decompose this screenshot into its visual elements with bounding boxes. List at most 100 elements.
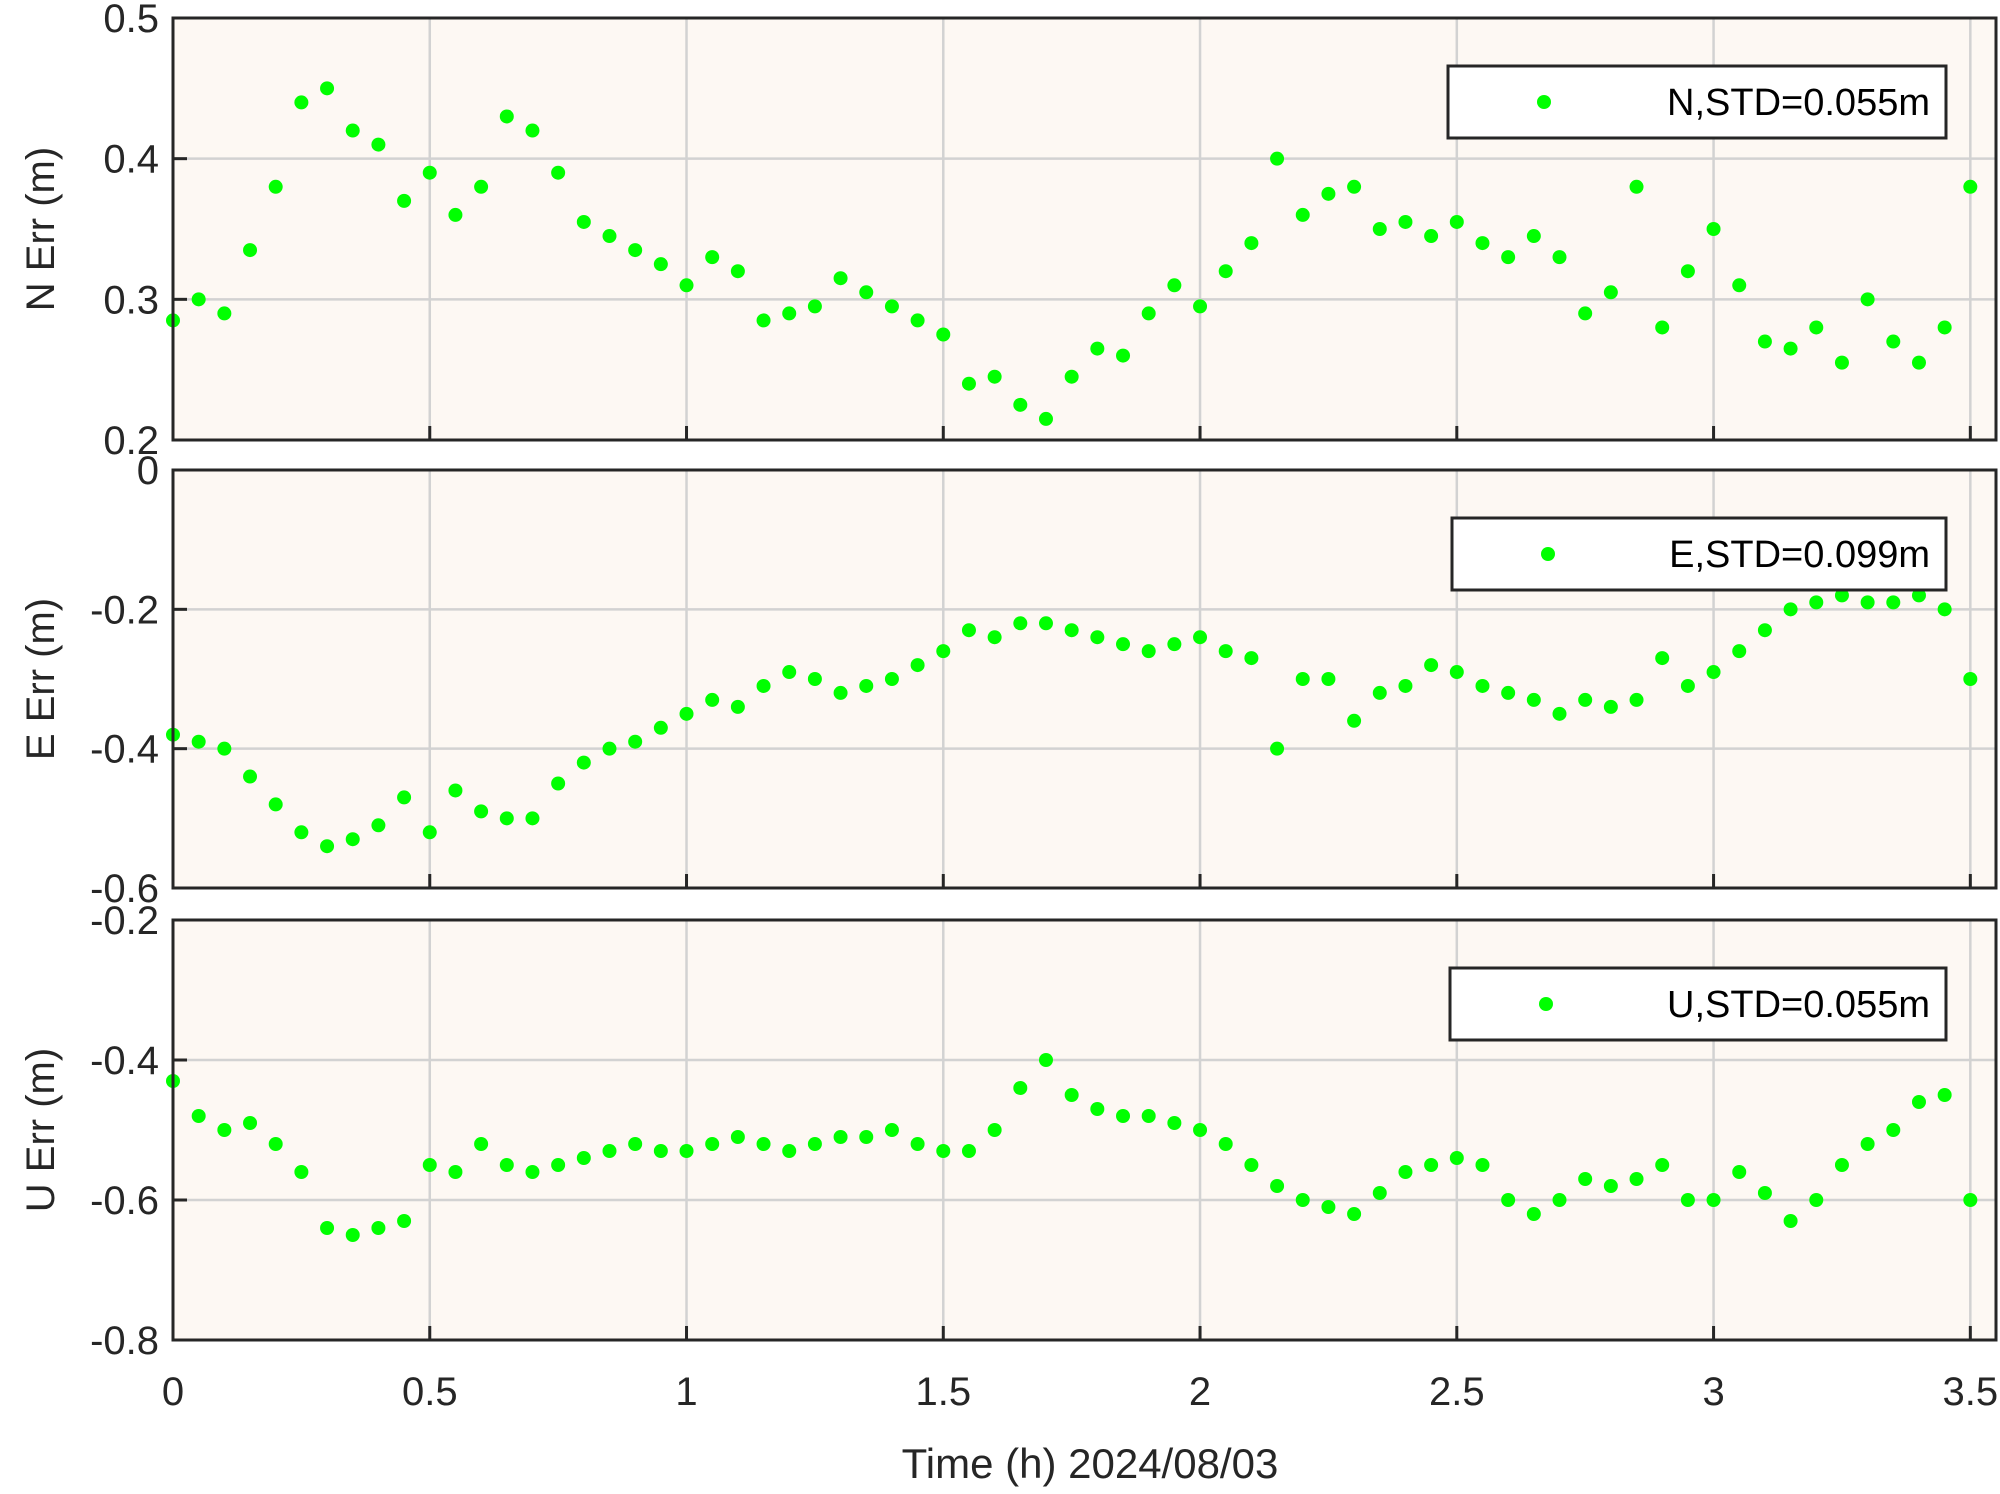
data-point-up-45 <box>1321 1200 1336 1214</box>
data-point-east-31 <box>961 623 976 638</box>
data-point-east-27 <box>859 678 874 693</box>
data-point-north-39 <box>1167 278 1182 293</box>
x-tick-label-5: 2.5 <box>1429 1370 1485 1414</box>
data-point-north-60 <box>1706 222 1721 236</box>
data-point-east-17 <box>602 741 617 756</box>
data-point-east-8 <box>371 818 386 833</box>
data-point-east-22 <box>730 699 745 714</box>
data-point-north-18 <box>628 243 643 258</box>
data-point-north-58 <box>1655 320 1670 335</box>
data-point-up-48 <box>1398 1165 1413 1179</box>
data-point-east-11 <box>448 783 463 798</box>
data-point-north-24 <box>782 306 797 321</box>
data-point-north-64 <box>1809 320 1824 335</box>
data-point-up-17 <box>602 1144 617 1158</box>
legend-marker-east <box>1541 547 1555 561</box>
data-point-up-10 <box>422 1158 437 1172</box>
data-point-east-33 <box>1013 616 1028 631</box>
data-point-up-31 <box>961 1144 976 1158</box>
data-point-north-42 <box>1244 236 1259 251</box>
legend-box-east <box>1450 516 1948 592</box>
data-point-up-7 <box>345 1228 360 1242</box>
data-point-north-57 <box>1629 179 1644 194</box>
data-point-north-22 <box>730 264 745 279</box>
data-point-east-12 <box>474 804 489 819</box>
data-point-up-53 <box>1526 1207 1541 1221</box>
data-point-up-64 <box>1809 1193 1824 1207</box>
x-tick-label-0: 0 <box>162 1370 184 1414</box>
data-point-up-14 <box>525 1165 540 1179</box>
y-tick-label-east-3: 0 <box>137 449 159 493</box>
legend-east: E,STD=0.099m <box>1450 516 1948 592</box>
data-point-north-28 <box>884 299 899 314</box>
data-point-north-36 <box>1090 341 1105 356</box>
data-point-up-13 <box>499 1158 514 1172</box>
data-point-east-48 <box>1398 678 1413 693</box>
data-point-north-21 <box>705 250 720 265</box>
data-point-north-11 <box>448 207 463 222</box>
legend-box-up <box>1448 966 1948 1042</box>
y-tick-label-north-0: 0.2 <box>103 419 159 463</box>
data-point-east-40 <box>1193 630 1208 645</box>
data-point-north-70 <box>1963 179 1978 194</box>
data-point-north-47 <box>1372 222 1387 236</box>
data-point-north-2 <box>217 306 232 321</box>
data-point-east-7 <box>345 832 360 847</box>
data-point-north-20 <box>679 278 694 293</box>
data-point-east-64 <box>1809 595 1824 610</box>
data-point-up-16 <box>576 1151 591 1165</box>
y-tick-labels-north: 0.2 0.3 0.4 0.5 <box>103 0 159 463</box>
axes-frame-east <box>171 468 1998 890</box>
data-point-north-25 <box>807 299 822 314</box>
data-point-east-6 <box>320 839 335 854</box>
data-point-east-37 <box>1116 637 1131 652</box>
data-point-north-46 <box>1347 179 1362 194</box>
x-tick-label-2: 1 <box>675 1370 697 1414</box>
data-point-north-56 <box>1603 285 1618 300</box>
data-point-north-55 <box>1578 306 1593 321</box>
data-point-east-26 <box>833 685 848 700</box>
data-point-up-22 <box>730 1130 745 1144</box>
data-point-up-49 <box>1424 1158 1439 1172</box>
data-point-north-37 <box>1116 348 1131 363</box>
data-point-north-66 <box>1860 292 1875 307</box>
grid-north <box>173 18 1996 440</box>
legend-marker-up <box>1539 997 1553 1011</box>
data-point-north-9 <box>397 193 412 208</box>
data-point-up-67 <box>1886 1123 1901 1137</box>
data-point-east-14 <box>525 811 540 826</box>
data-point-up-9 <box>397 1214 412 1228</box>
data-point-up-68 <box>1911 1095 1926 1109</box>
data-point-north-31 <box>961 376 976 391</box>
points-east <box>166 588 1978 854</box>
data-point-north-5 <box>294 95 309 110</box>
data-point-east-36 <box>1090 630 1105 645</box>
data-point-north-12 <box>474 179 489 194</box>
data-point-up-4 <box>268 1137 283 1151</box>
data-point-up-6 <box>320 1221 335 1235</box>
data-point-east-39 <box>1167 637 1182 652</box>
data-point-east-69 <box>1937 602 1952 617</box>
data-point-east-50 <box>1449 665 1464 680</box>
data-point-up-24 <box>782 1144 797 1158</box>
y-tick-label-east-2: -0.2 <box>90 588 159 632</box>
data-point-east-49 <box>1424 658 1439 673</box>
data-point-up-41 <box>1218 1137 1233 1151</box>
data-point-east-24 <box>782 665 797 680</box>
data-point-north-17 <box>602 229 617 244</box>
data-point-east-59 <box>1680 678 1695 693</box>
data-point-east-60 <box>1706 665 1721 680</box>
data-point-up-20 <box>679 1144 694 1158</box>
data-point-east-56 <box>1603 699 1618 714</box>
data-point-north-59 <box>1680 264 1695 279</box>
data-point-up-50 <box>1449 1151 1464 1165</box>
data-point-north-7 <box>345 123 360 138</box>
x-tick-labels: 0 0.5 1 1.5 2 2.5 3 3.5 <box>162 1370 1998 1414</box>
y-tick-labels-east: -0.6 -0.4 -0.2 0 <box>90 449 159 911</box>
data-point-east-1 <box>191 734 206 749</box>
data-point-east-65 <box>1834 588 1849 603</box>
data-point-north-15 <box>551 165 566 180</box>
data-point-up-3 <box>243 1116 258 1130</box>
y-tick-label-up-2: -0.4 <box>90 1039 159 1083</box>
data-point-up-26 <box>833 1130 848 1144</box>
